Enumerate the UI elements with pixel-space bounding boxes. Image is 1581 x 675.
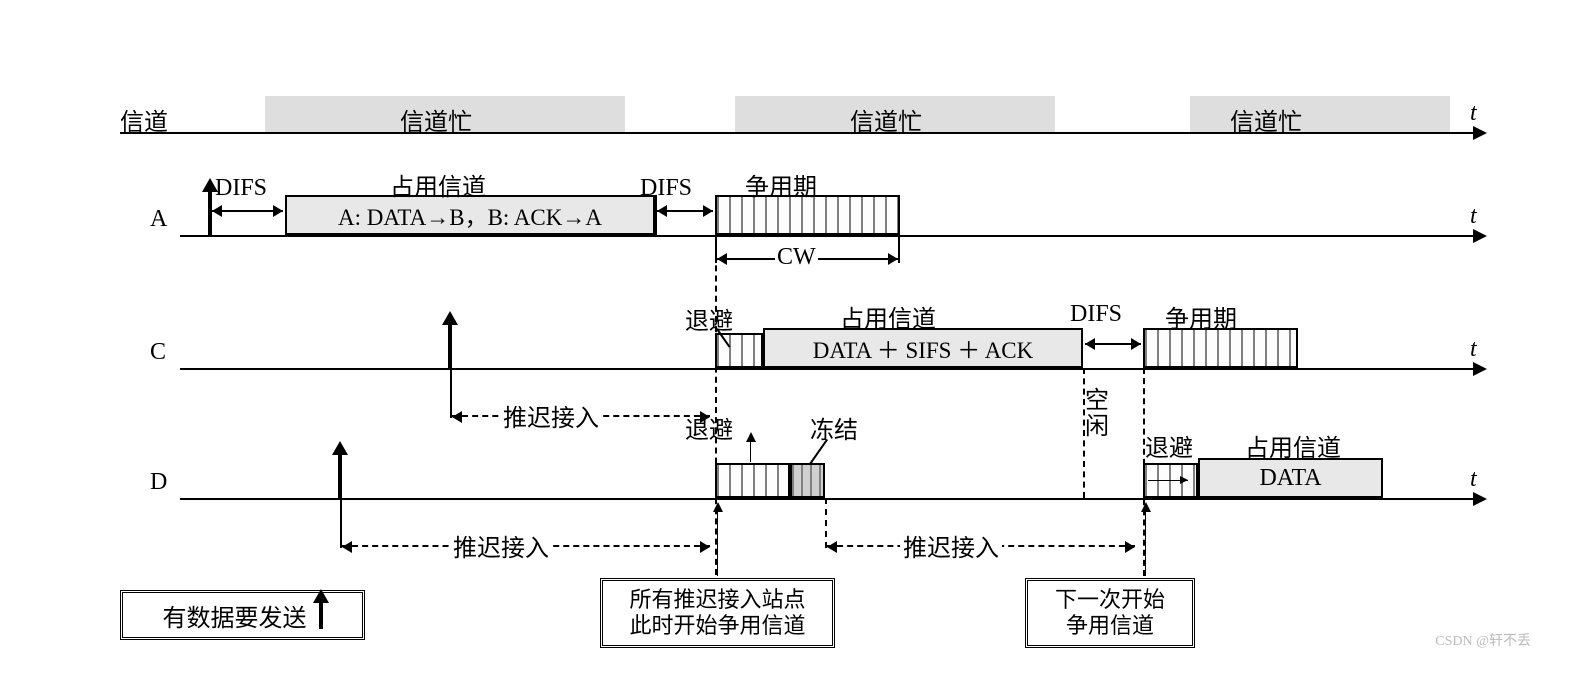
- row-d-label: D: [150, 469, 167, 496]
- row-c-difs: DIFS: [1070, 301, 1122, 328]
- row-d-defer1: 推迟接入: [450, 528, 552, 563]
- legend-left-text: 有数据要发送: [163, 598, 307, 633]
- row-a-contention-label: 争用期: [745, 167, 817, 202]
- row-c-data-box-text: DATA ＋ SIFS ＋ ACK: [813, 331, 1034, 365]
- row-d-backoff1: [715, 463, 790, 498]
- row-c-backoff-label: 退避: [685, 301, 733, 336]
- row-c-occupy: 占用信道: [840, 299, 936, 334]
- row-a-t: t: [1470, 203, 1477, 230]
- row-d-backoff2-arrow: [1148, 480, 1188, 481]
- watermark: CSDN @轩不丢: [1435, 630, 1531, 650]
- row-d-axis: [180, 498, 1485, 500]
- row-a-difs2-span: [657, 210, 713, 212]
- legend-right-l2: 争用信道: [1066, 613, 1154, 639]
- row-d-freeze-label: 冻结: [810, 410, 858, 445]
- row-d-occupy: 占用信道: [1245, 428, 1341, 463]
- row-d-send-icon: [338, 453, 342, 498]
- row-d-freeze: [790, 463, 825, 498]
- csma-ca-timing-diagram: 信道 信道忙 信道忙 信道忙 t A t DIFS A: DATA→B，B: A…: [20, 20, 1561, 655]
- row-c-contention-label: 争用期: [1165, 299, 1237, 334]
- dash-v-805: [825, 498, 827, 548]
- channel-t: t: [1470, 100, 1477, 127]
- legend-mid-l2: 此时开始争用信道: [629, 613, 805, 639]
- row-c-send-icon: [448, 323, 452, 368]
- legend-right: 下一次开始 争用信道: [1025, 578, 1195, 648]
- row-c-difs-span: [1085, 343, 1141, 345]
- legend-mid: 所有推迟接入站点 此时开始争用信道: [600, 578, 835, 648]
- row-a-axis: [180, 235, 1485, 237]
- row-c-defer: 推迟接入: [500, 398, 602, 433]
- channel-axis: [120, 132, 1485, 134]
- row-d-idle: 空闲: [1085, 388, 1109, 441]
- row-c-data-box: DATA ＋ SIFS ＋ ACK: [763, 328, 1083, 368]
- row-a-difs1: DIFS: [215, 175, 267, 202]
- row-d-t: t: [1470, 466, 1477, 493]
- legend-left-arrow-icon: [319, 601, 323, 629]
- row-a-data-box-text: A: DATA→B，B: ACK→A: [338, 198, 602, 232]
- legend-right-l1: 下一次开始: [1055, 587, 1165, 613]
- row-d-data-text: DATA: [1259, 465, 1321, 492]
- busy-region-3: [1190, 96, 1450, 132]
- row-a-label: A: [150, 206, 167, 233]
- row-c-contention: [1143, 328, 1298, 368]
- row-a-occupy: 占用信道: [390, 167, 486, 202]
- legend-mid-l1: 所有推迟接入站点: [629, 587, 805, 613]
- row-a-difs1-span: [212, 210, 283, 212]
- row-a-cw: CW: [775, 244, 818, 271]
- row-a-difs2: DIFS: [640, 175, 692, 202]
- row-d-defer2: 推迟接入: [900, 528, 1002, 563]
- row-d-data-box: DATA: [1198, 458, 1383, 498]
- legend-right-arrow: [1145, 510, 1146, 576]
- cw-tick-r: [898, 235, 900, 263]
- legend-left: 有数据要发送: [120, 590, 365, 640]
- row-c-label: C: [150, 339, 166, 366]
- row-d-backoff2-label: 退避: [1145, 428, 1193, 463]
- dash-v-1063: [1083, 368, 1085, 498]
- row-c-t: t: [1470, 336, 1477, 363]
- row-d-backoff-leader: [750, 440, 751, 462]
- row-c-axis: [180, 368, 1485, 370]
- legend-mid-arrow: [717, 510, 718, 576]
- row-d-backoff-label: 退避: [685, 410, 733, 445]
